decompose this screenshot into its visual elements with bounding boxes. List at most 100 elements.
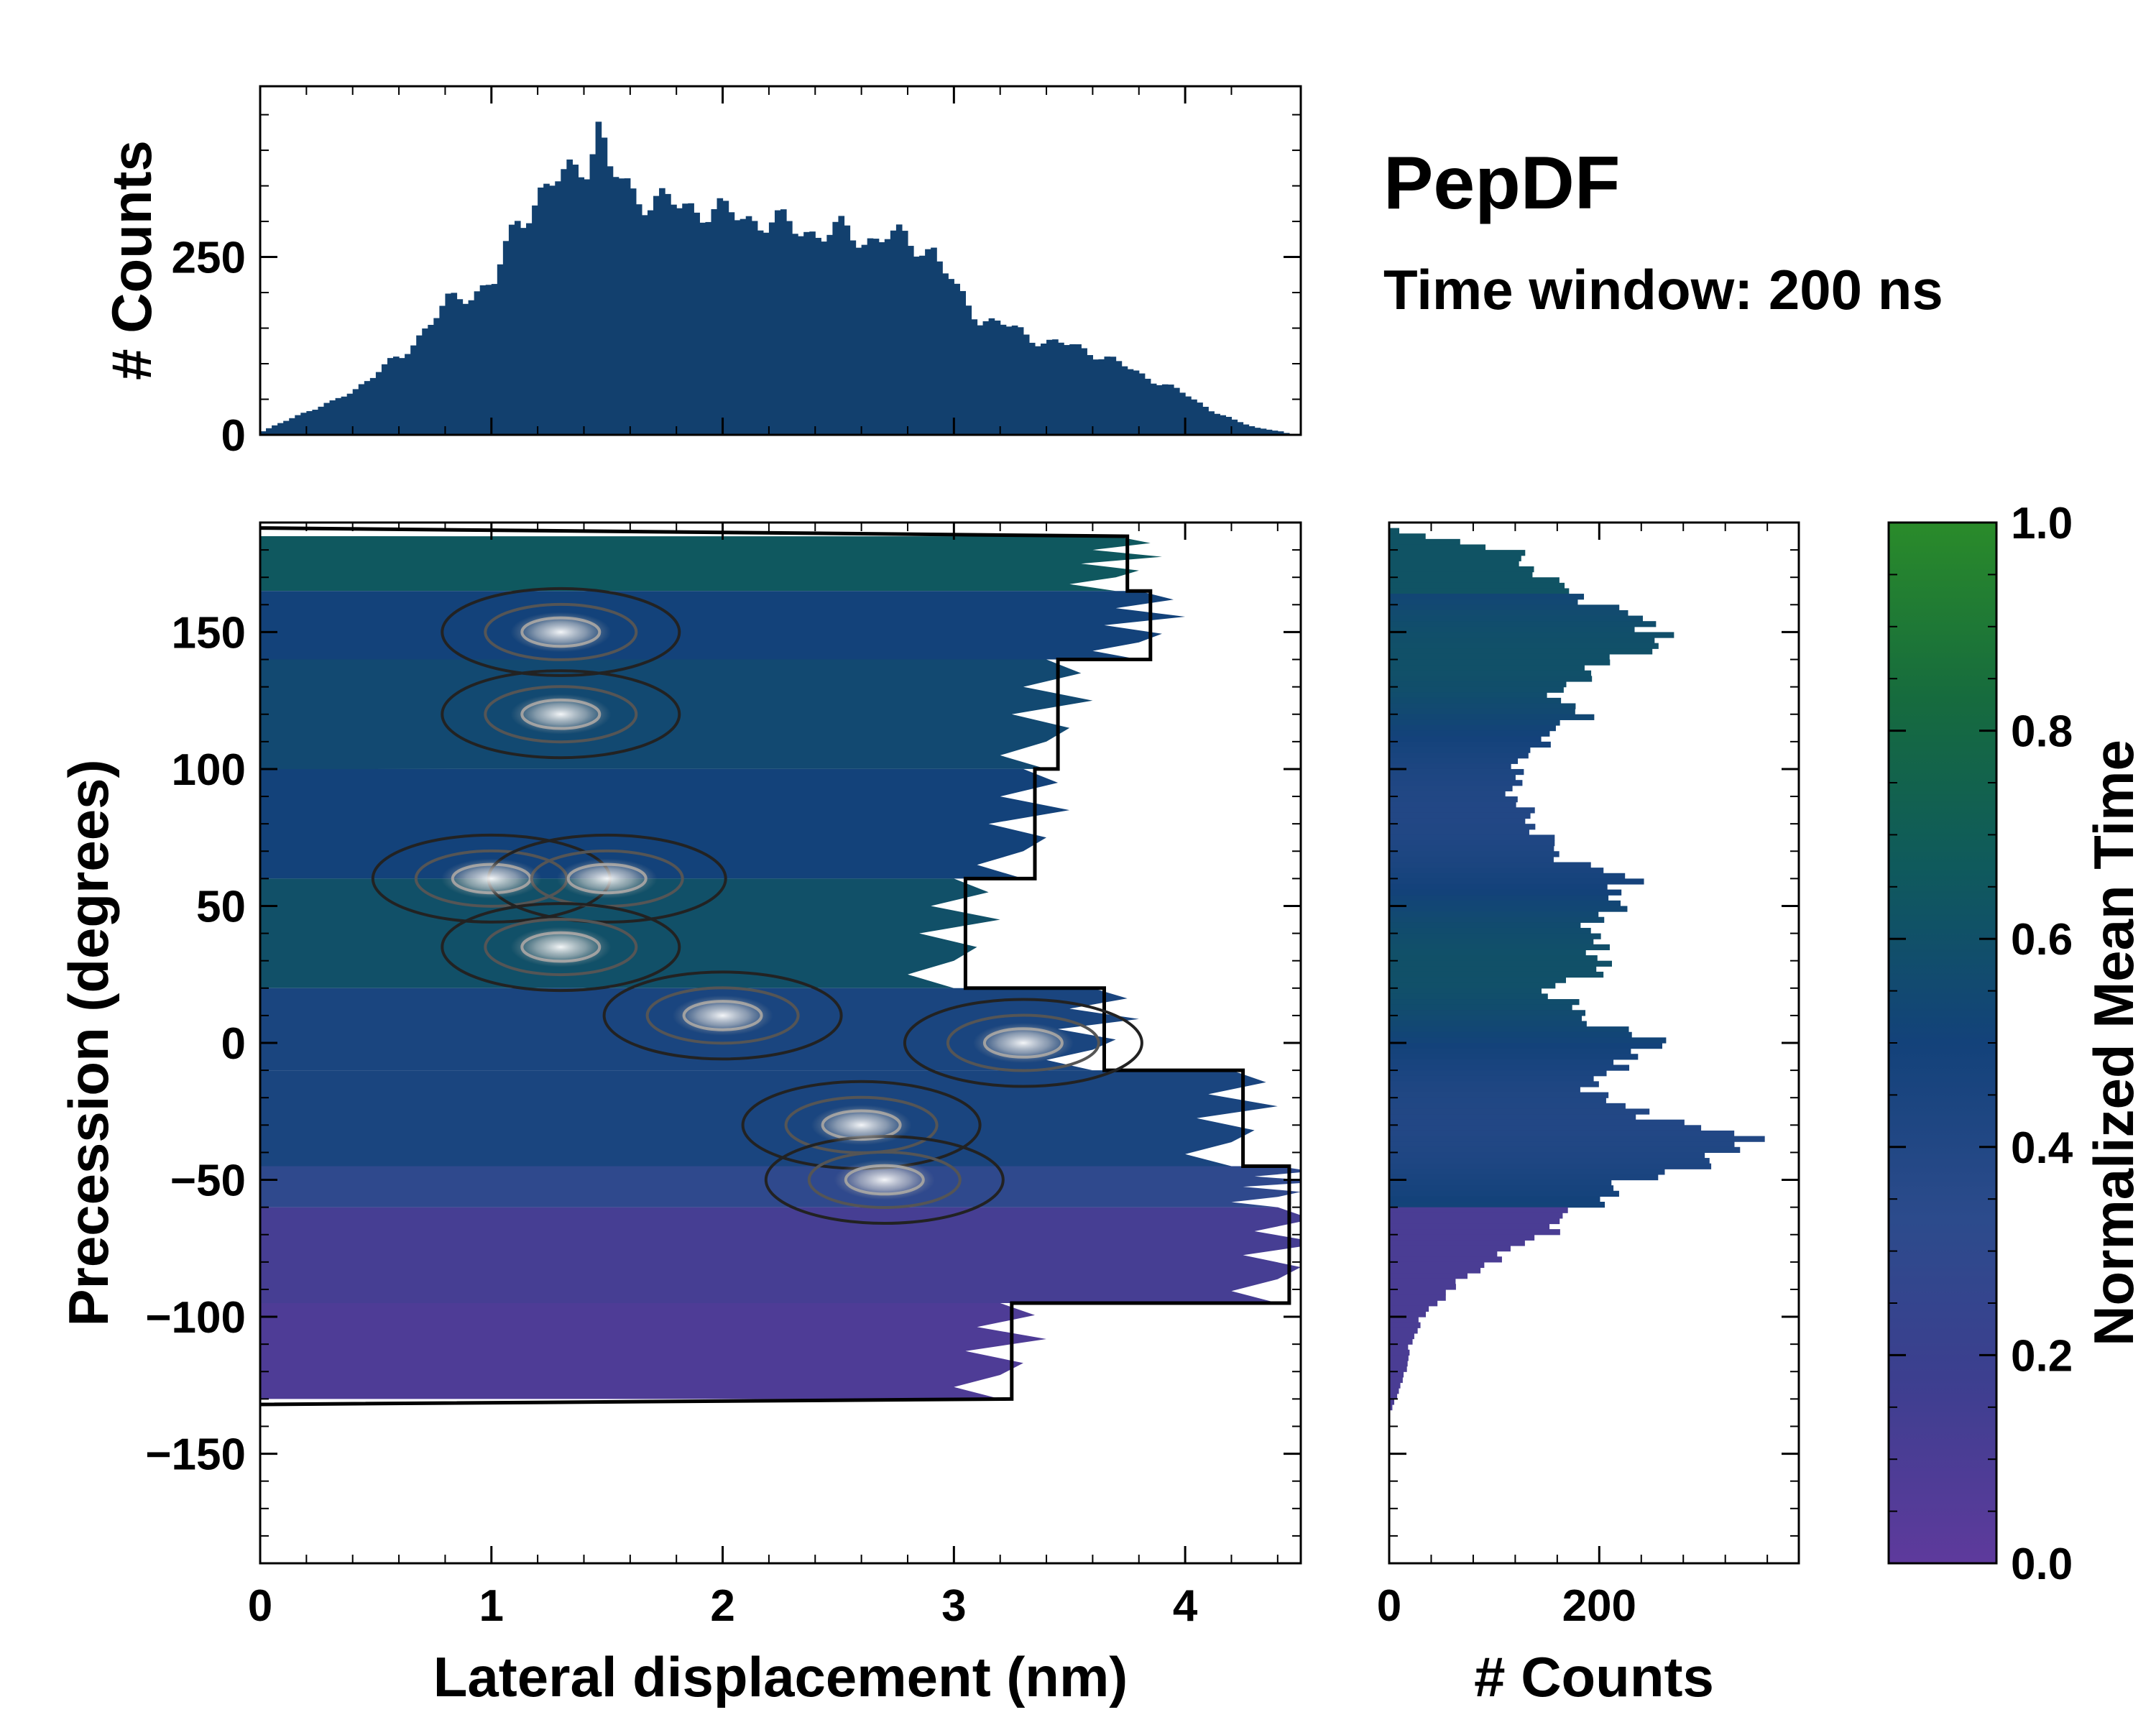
right-histogram-bar [1389,1328,1418,1334]
right-histogram-bar [1389,868,1604,874]
top-histogram-bar [745,216,752,435]
top-histogram-bar [300,413,307,435]
right-histogram-bar [1389,681,1567,688]
top-histogram-bar [1121,366,1128,435]
top-histogram-bar [954,283,960,435]
top-histogram-bar [318,406,325,435]
top-histogram-bar [433,318,440,435]
right-histogram-bar [1389,1015,1582,1022]
top-histogram-bar [451,293,458,435]
top-histogram-bar [1225,416,1233,435]
top-histogram-bar [971,319,978,435]
top-histogram-bar [1208,411,1215,435]
top-histogram-bar [1254,428,1261,435]
top-histogram-bar [1058,342,1064,435]
top-histogram-bar [1064,345,1070,435]
right-histogram-bar [1389,588,1570,594]
right-histogram-bar [1389,621,1657,627]
right-histogram-bar [1389,1190,1619,1197]
top-histogram-bar [1248,426,1256,435]
right-histogram-bar [1389,697,1562,704]
right-histogram-bar [1389,648,1653,655]
density-hotspot [556,858,658,899]
top-histogram-bar [959,290,967,435]
top-histogram-bar [1214,413,1220,435]
right-histogram-bar [1389,829,1529,835]
top-histogram-bar [369,377,377,435]
top-histogram-bar [277,423,284,435]
heatmap-ylabel: Precession (degrees) [57,759,120,1326]
top-histogram-bar [711,209,718,435]
right-histogram-bar [1389,1021,1587,1027]
right-histogram-bar [1389,550,1526,556]
right-histogram-bar [1389,763,1511,770]
heatmap-band [260,1166,1301,1208]
contour-line [441,902,681,993]
right-histogram-bar [1389,796,1518,803]
colorbar: 0.0 0.2 0.4 0.6 0.8 1.0 Normalized Mean Time [1887,499,2145,1589]
top-histogram-bar [965,305,972,435]
right-histogram-bar [1389,916,1605,923]
top-histogram-bars [260,121,1290,436]
y-tick-label: 150 [172,608,246,658]
top-histogram-bar [676,208,683,435]
top-histogram-frame [259,85,1302,436]
top-histogram-bar [514,221,521,435]
y-tick-label: 50 [196,882,246,932]
top-histogram-bar [295,415,301,435]
right-histogram-ticks: 0 200 [1377,523,1799,1631]
contour-line [441,586,681,677]
top-histogram-bar [572,165,579,435]
top-histogram-bar [387,358,394,435]
right-histogram-bar [1389,714,1595,720]
heatmap-ticks: 0 1 2 3 4 150 100 50 0 −50 −100 −150 [145,523,1301,1631]
density-hotspot [441,858,542,899]
top-histogram-ylabel: # Counts [100,140,163,380]
top-histogram-bar [1144,378,1151,435]
top-histogram-bar [329,400,336,435]
y-tick-label: 0 [221,1019,246,1069]
top-histogram-bar [346,393,354,435]
right-histogram-bar [1389,900,1621,907]
right-histogram-bar [1389,670,1592,676]
x-tick-label: 0 [1377,1581,1401,1631]
top-histogram-bar [618,178,625,435]
y-tick-label: −100 [145,1293,246,1343]
right-histogram-bar [1389,1393,1398,1399]
top-histogram-bar [266,428,272,435]
top-histogram-bar [566,159,573,435]
right-histogram-bar [1389,856,1554,863]
right-histogram-bar [1389,862,1591,868]
right-histogram-bar [1389,1103,1626,1110]
right-histogram-bar [1389,1338,1413,1345]
right-histogram-bar [1389,966,1597,972]
right-histogram-bar [1389,1382,1401,1389]
top-histogram-bar [942,273,949,435]
right-histogram-bar [1389,1174,1659,1181]
top-histogram-bar [630,188,637,435]
right-histogram-bar [1389,538,1460,546]
top-histogram-bar [688,203,694,435]
top-histogram-bar [1092,359,1100,435]
right-histogram-bar [1389,927,1591,934]
top-histogram-bar [682,203,688,435]
right-histogram-bar [1389,1114,1636,1121]
top-histogram-bar [867,238,874,435]
right-histogram-bar [1389,1037,1667,1044]
right-histogram-bar [1389,812,1531,819]
right-histogram-bar [1389,643,1659,649]
right-histogram-bar [1389,1311,1426,1317]
right-histogram-bar [1389,561,1519,567]
right-histogram-bar [1389,949,1586,956]
right-histogram-bar [1389,873,1626,879]
contour-line [903,998,1143,1088]
x-tick-label: 200 [1562,1581,1636,1631]
right-histogram-bar [1389,1376,1403,1384]
top-histogram-bar [722,201,729,435]
right-histogram-bar [1389,604,1620,611]
top-histogram-bar [578,177,585,435]
top-histogram-bar [272,425,278,435]
top-histogram-bar [977,325,984,435]
top-histogram-bar [358,384,365,435]
